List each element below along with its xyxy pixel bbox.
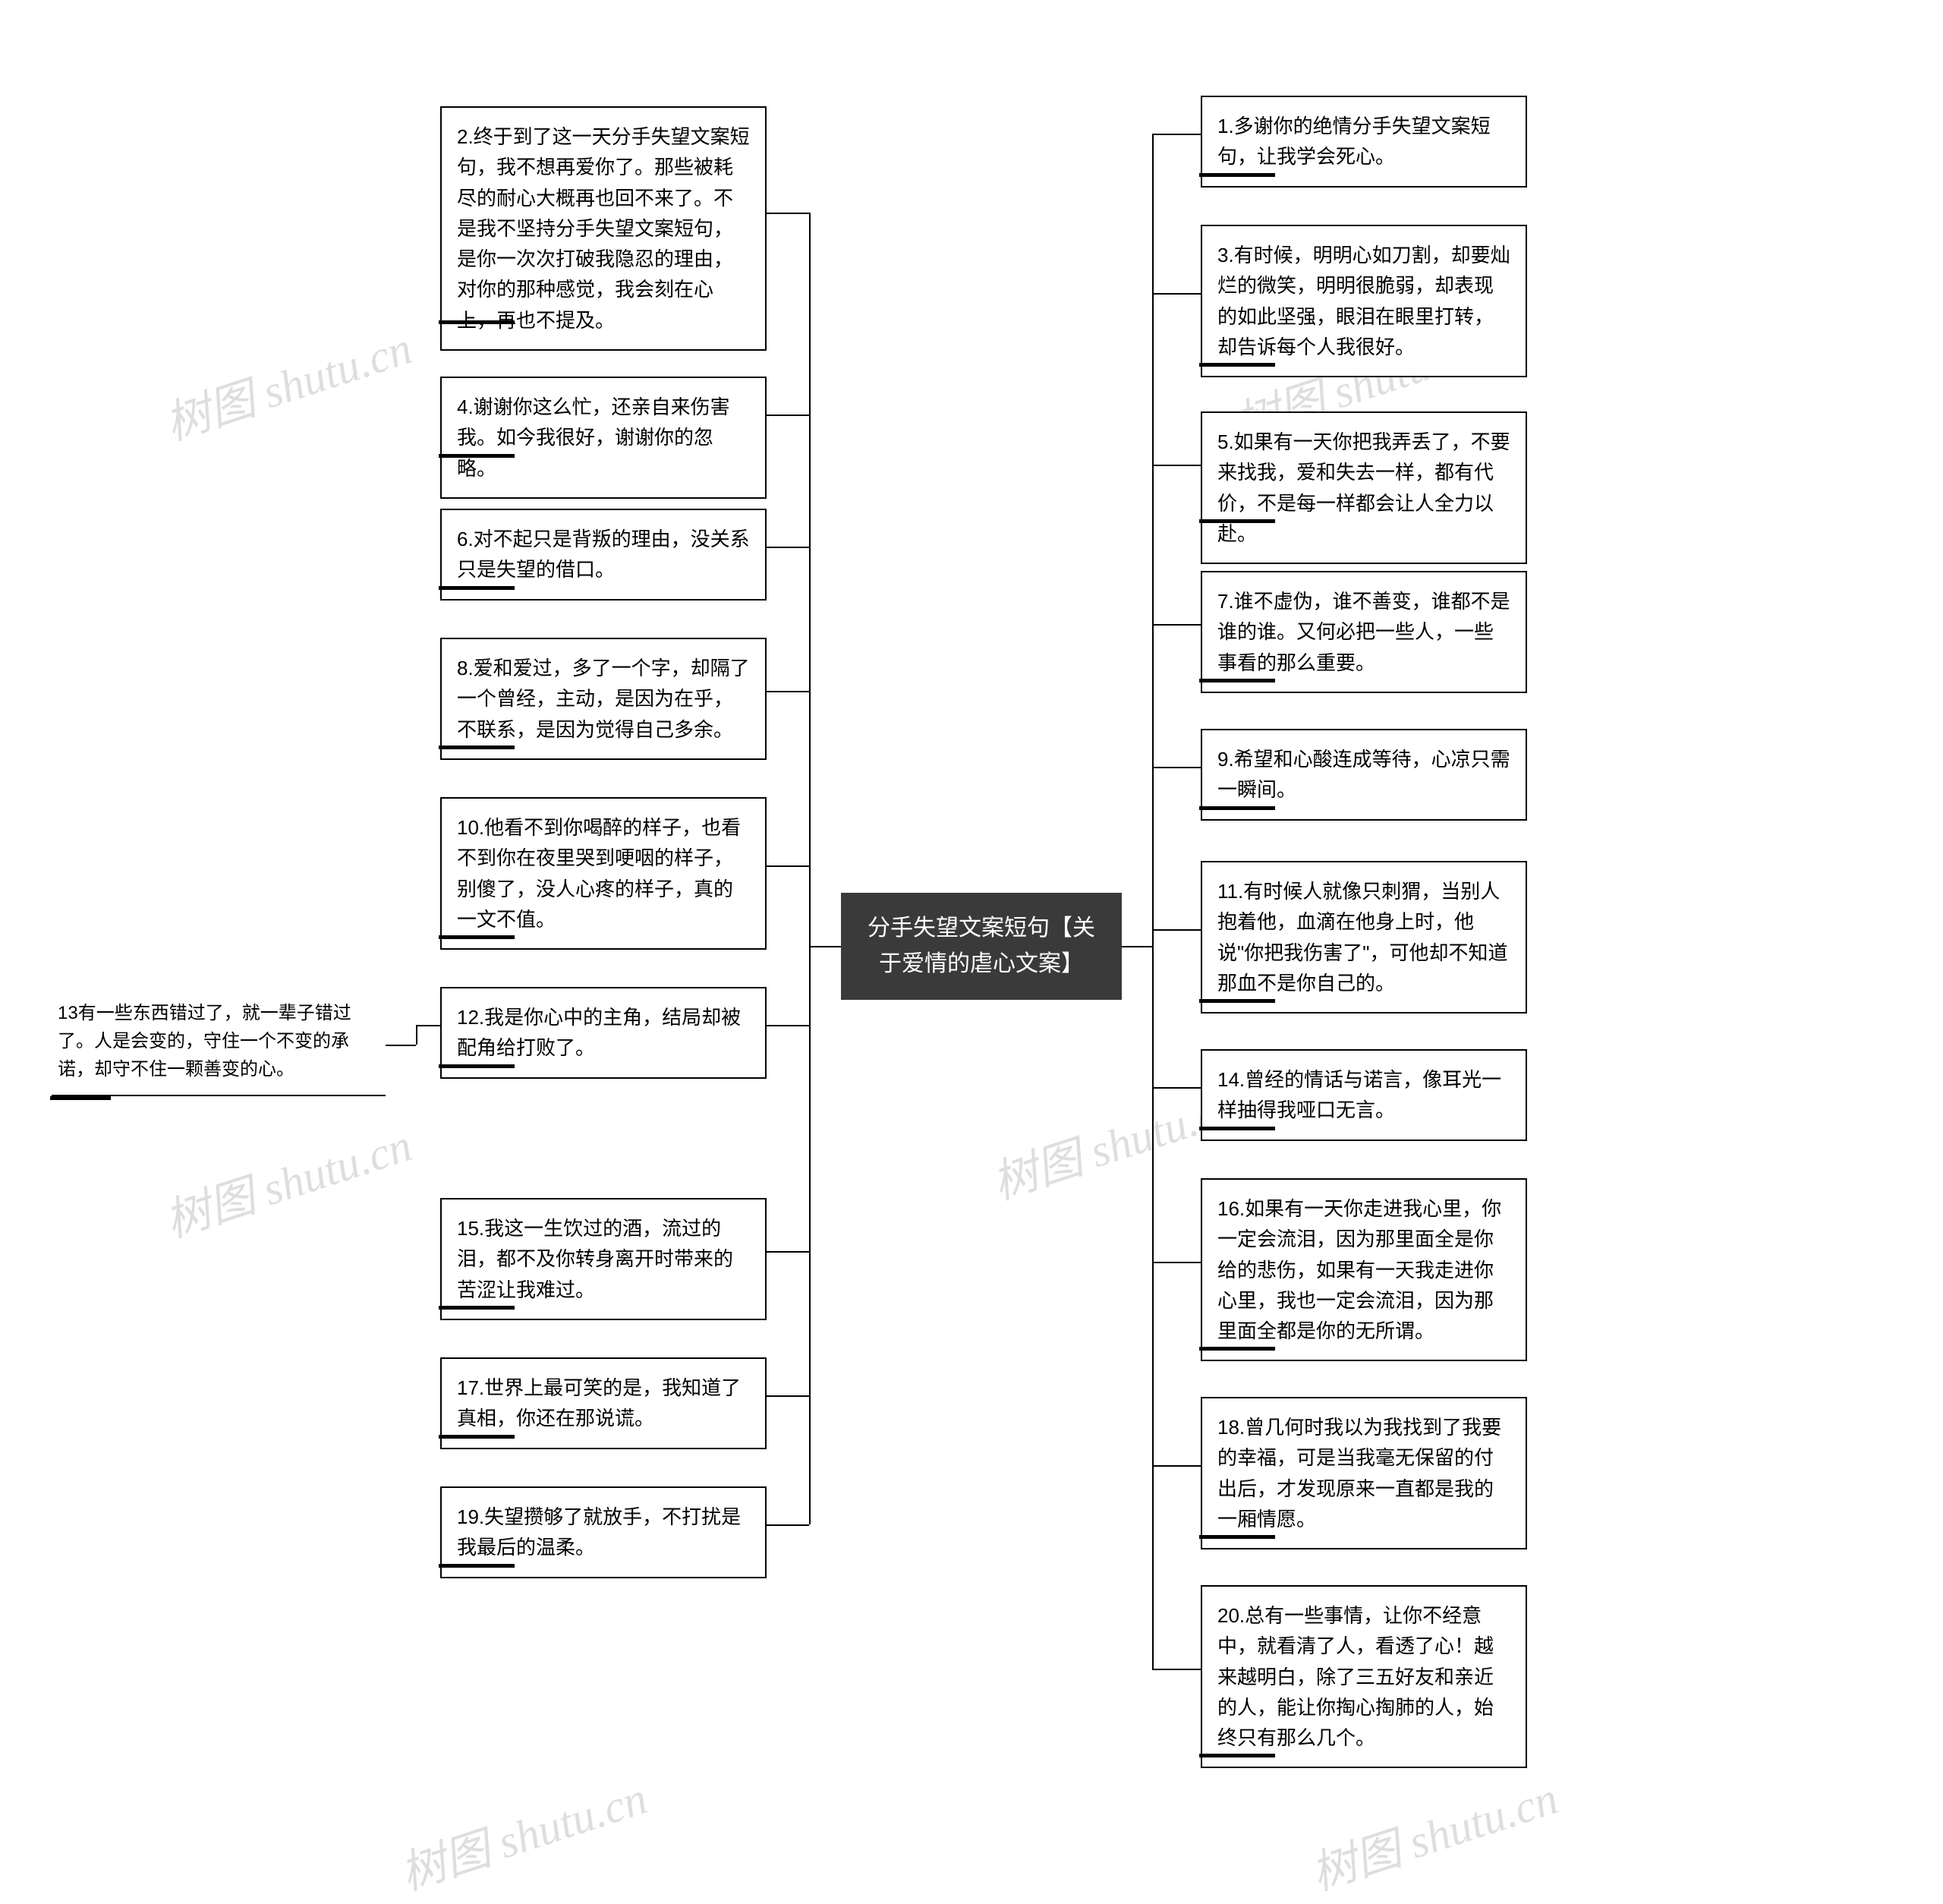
branch-node: 18.曾几何时我以为我找到了我要的幸福，可是当我毫无保留的付出后，才发现原来一直… — [1201, 1397, 1527, 1549]
connector — [767, 1251, 809, 1253]
connector — [1122, 946, 1152, 947]
connector — [1152, 293, 1201, 295]
node-accent — [1199, 519, 1275, 523]
node-accent — [439, 1564, 515, 1568]
node-accent — [439, 1064, 515, 1068]
connector — [416, 1025, 417, 1045]
connector — [767, 865, 809, 867]
connector — [1152, 465, 1201, 466]
branch-node: 20.总有一些事情，让你不经意中，就看清了人，看透了心！越来越明白，除了三五好友… — [1201, 1585, 1527, 1768]
branch-node: 2.终于到了这一天分手失望文案短句，我不想再爱你了。那些被耗尽的耐心大概再也回不… — [440, 106, 767, 351]
node-accent — [439, 1306, 515, 1310]
connector — [767, 547, 809, 548]
node-accent — [1199, 806, 1275, 810]
connector — [767, 1395, 809, 1397]
connector — [1152, 1465, 1201, 1467]
branch-node: 3.有时候，明明心如刀割，却要灿烂的微笑，明明很脆弱，却表现的如此坚强，眼泪在眼… — [1201, 225, 1527, 377]
connector — [1152, 134, 1201, 135]
branch-node: 10.他看不到你喝醉的样子，也看不到你在夜里哭到哽咽的样子，别傻了，没人心疼的样… — [440, 797, 767, 950]
connector — [767, 213, 809, 214]
branch-node: 7.谁不虚伪，谁不善变，谁都不是谁的谁。又何必把一些人，一些事看的那么重要。 — [1201, 571, 1527, 693]
trunk-left — [809, 213, 811, 1524]
connector — [1152, 767, 1201, 768]
trunk-right — [1152, 134, 1154, 1669]
branch-node: 5.如果有一天你把我弄丢了，不要来找我，爱和失去一样，都有代价，不是每一样都会让… — [1201, 411, 1527, 564]
node-accent — [1199, 1535, 1275, 1539]
branch-node: 11.有时候人就像只刺猬，当别人抱着他，血滴在他身上时，他说"你把我伤害了"，可… — [1201, 861, 1527, 1013]
center-node: 分手失望文案短句【关于爱情的虐心文案】 — [841, 893, 1122, 1000]
watermark: 树图 shutu.cn — [391, 1761, 654, 1903]
node-accent — [439, 746, 515, 749]
connector — [416, 1025, 440, 1026]
connector — [1152, 624, 1201, 626]
watermark: 树图 shutu.cn — [156, 311, 419, 453]
connector — [1152, 1087, 1201, 1089]
branch-node: 16.如果有一天你走进我心里，你一定会流泪，因为那里面全是你给的悲伤，如果有一天… — [1201, 1178, 1527, 1361]
node-accent — [1199, 173, 1275, 177]
node-accent — [1199, 1127, 1275, 1130]
node-accent — [439, 1435, 515, 1439]
connector — [1152, 1262, 1201, 1263]
node-accent — [1199, 999, 1275, 1003]
node-accent — [1199, 1754, 1275, 1757]
sub-node: 13有一些东西错过了，就一辈子错过了。人是会变的，守住一个不变的承诺，却守不住一… — [52, 999, 386, 1084]
watermark: 树图 shutu.cn — [1302, 1761, 1565, 1903]
connector — [767, 1524, 809, 1526]
node-accent — [1199, 1347, 1275, 1351]
watermark: 树图 shutu.cn — [156, 1108, 419, 1250]
connector — [1152, 1669, 1201, 1670]
node-accent — [1199, 363, 1275, 367]
connector — [809, 946, 841, 947]
mindmap-canvas: 树图 shutu.cn 树图 shutu.cn 树图 shutu.cn 树图 shut… — [0, 0, 1943, 1904]
branch-node: 15.我这一生饮过的酒，流过的泪，都不及你转身离开时带来的苦涩让我难过。 — [440, 1198, 767, 1320]
node-accent — [1199, 679, 1275, 682]
node-accent — [439, 320, 515, 324]
node-accent — [439, 935, 515, 939]
connector — [767, 415, 809, 416]
connector — [767, 1025, 809, 1026]
connector — [767, 691, 809, 692]
node-accent — [439, 454, 515, 458]
connector — [386, 1045, 416, 1046]
branch-node: 8.爱和爱过，多了一个字，却隔了一个曾经，主动，是因为在乎，不联系，是因为觉得自… — [440, 638, 767, 760]
connector — [1152, 929, 1201, 931]
branch-node: 4.谢谢你这么忙，还亲自来伤害我。如今我很好，谢谢你的忽略。 — [440, 377, 767, 499]
node-accent — [439, 586, 515, 590]
node-accent — [50, 1096, 111, 1100]
